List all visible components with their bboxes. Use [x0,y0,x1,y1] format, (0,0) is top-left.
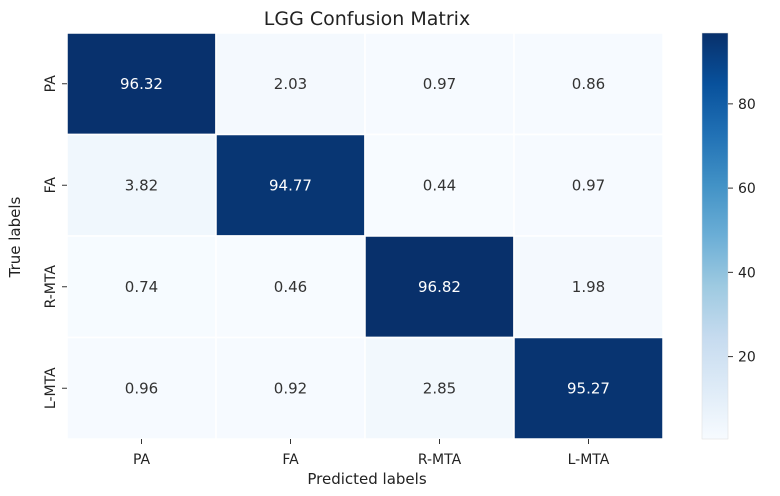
x-axis-label: Predicted labels [307,470,426,488]
cell-value-label: 96.32 [120,75,163,93]
colorbar-ticks: 20 40 60 80 [728,97,756,366]
x-tick-label: L-MTA [568,452,610,468]
cell-value-label: 0.46 [274,278,307,296]
colorbar [701,32,729,440]
heatmap-cell [215,336,366,440]
cell-value-label: 94.77 [269,176,312,194]
cell-value-label: 0.96 [125,379,158,397]
cell-value-label: 2.03 [274,75,307,93]
cell-value-label: 0.44 [423,176,456,194]
heatmap-cell [215,235,366,339]
colorbar-tick-label: 40 [738,265,756,281]
heatmap-cell [513,235,664,339]
y-tick-label: FA [43,177,59,194]
heatmap-cells: 96.32 2.03 0.97 0.86 3.82 94.77 0.44 0.97 0.74 0.… [66,32,664,440]
cell-value-label: 95.27 [567,379,610,397]
cell-value-label: 2.85 [423,379,456,397]
y-axis-ticks: PA FA R-MTA L-MTA [43,75,67,409]
heatmap-cell [513,32,664,136]
cell-value-label: 0.97 [572,176,605,194]
y-tick-label: L-MTA [43,367,59,409]
cell-value-label: 0.92 [274,379,307,397]
cell-value-label: 96.82 [418,278,461,296]
heatmap-cell [364,32,515,136]
x-axis-ticks: PA FA R-MTA L-MTA [133,439,610,468]
heatmap-cell [215,32,366,136]
cell-value-label: 0.97 [423,75,456,93]
heatmap-cell [513,336,664,440]
colorbar-tick-label: 20 [738,350,756,366]
heatmap-cell [513,133,664,237]
heatmap-cell [66,133,217,237]
y-tick-label: PA [43,75,59,93]
cell-value-label: 0.86 [572,75,605,93]
heatmap-cell [66,336,217,440]
cell-value-label: 0.74 [125,278,158,296]
heatmap-cell [215,133,366,237]
x-tick-label: FA [282,452,299,468]
colorbar-tick-label: 60 [738,181,756,197]
cell-value-label: 1.98 [572,278,605,296]
chart-title: LGG Confusion Matrix [264,8,470,30]
y-axis-label: True labels [6,196,24,278]
x-tick-label: R-MTA [418,452,462,468]
x-tick-label: PA [133,452,151,468]
y-tick-label: R-MTA [43,265,59,309]
cell-value-label: 3.82 [125,176,158,194]
colorbar-tick-label: 80 [738,97,756,113]
heatmap-cell [66,32,217,136]
